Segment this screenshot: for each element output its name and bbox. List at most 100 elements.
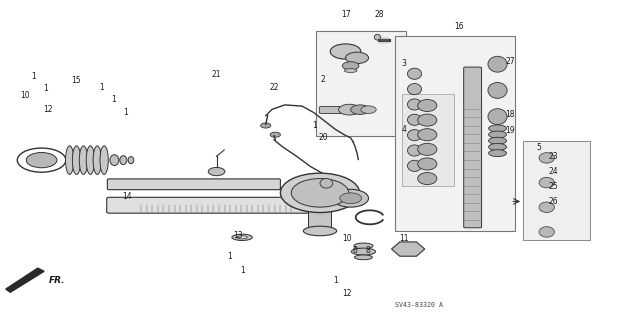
Ellipse shape [488,109,507,124]
Ellipse shape [408,99,422,110]
FancyBboxPatch shape [108,179,280,190]
Text: 1: 1 [240,265,244,275]
Text: 12: 12 [44,105,52,114]
Ellipse shape [351,248,376,255]
Ellipse shape [488,131,506,138]
Ellipse shape [539,202,554,212]
Text: 1: 1 [111,95,115,104]
Circle shape [351,105,370,115]
Circle shape [346,52,369,63]
Text: 7: 7 [362,196,367,205]
Text: 23: 23 [548,152,558,161]
Text: 24: 24 [548,167,558,176]
Ellipse shape [418,158,437,170]
Ellipse shape [488,150,506,157]
FancyBboxPatch shape [319,107,344,114]
Ellipse shape [232,234,252,241]
Ellipse shape [320,179,333,188]
Ellipse shape [408,114,422,125]
Circle shape [361,106,376,114]
Text: 9: 9 [342,177,347,186]
Ellipse shape [354,243,373,249]
FancyBboxPatch shape [523,141,590,240]
Circle shape [291,179,349,207]
Ellipse shape [418,114,437,126]
Ellipse shape [374,34,381,40]
Ellipse shape [344,69,357,72]
Text: SV43-83320 A: SV43-83320 A [396,302,444,308]
Text: 16: 16 [454,22,464,31]
Ellipse shape [418,100,437,112]
Text: 1: 1 [31,72,36,81]
Ellipse shape [488,144,506,151]
Polygon shape [6,268,44,292]
Text: 15: 15 [71,76,81,85]
Text: 26: 26 [548,197,558,206]
Ellipse shape [408,84,422,95]
Ellipse shape [418,129,437,141]
FancyBboxPatch shape [402,94,454,187]
Text: 1: 1 [333,276,339,285]
FancyBboxPatch shape [107,197,329,213]
Ellipse shape [303,226,337,236]
Ellipse shape [408,160,422,171]
Circle shape [339,104,360,115]
Text: 8: 8 [365,247,371,256]
Ellipse shape [72,146,81,174]
Ellipse shape [93,146,101,174]
Ellipse shape [408,130,422,141]
FancyBboxPatch shape [308,192,332,232]
Ellipse shape [110,155,119,166]
Ellipse shape [100,146,108,174]
FancyBboxPatch shape [464,67,481,228]
Circle shape [342,62,359,70]
Circle shape [330,44,361,59]
Ellipse shape [237,236,247,239]
Circle shape [340,193,362,204]
Text: 11: 11 [399,234,409,243]
Ellipse shape [128,157,134,164]
Ellipse shape [79,146,88,174]
Text: 1: 1 [99,83,104,92]
Ellipse shape [488,125,506,132]
Circle shape [280,173,360,212]
Text: FR.: FR. [49,276,66,285]
Text: 21: 21 [212,70,221,79]
Text: 10: 10 [20,91,30,100]
Text: 10: 10 [342,234,351,243]
Text: 2: 2 [321,75,326,84]
Text: 27: 27 [506,57,515,66]
Circle shape [270,132,280,137]
Text: 4: 4 [402,125,407,134]
Text: 17: 17 [340,10,350,19]
Ellipse shape [488,137,506,144]
Ellipse shape [65,146,74,174]
Text: 19: 19 [506,126,515,135]
Circle shape [208,167,225,176]
Ellipse shape [488,56,507,72]
Ellipse shape [120,156,127,165]
Text: 6: 6 [353,247,358,256]
Ellipse shape [418,173,437,185]
Ellipse shape [539,227,554,237]
Text: 28: 28 [374,10,383,19]
Text: 1: 1 [123,108,127,117]
Polygon shape [392,242,425,256]
Text: 14: 14 [122,192,132,202]
Ellipse shape [408,145,422,156]
Ellipse shape [539,153,554,163]
Ellipse shape [408,68,422,79]
Ellipse shape [355,255,372,260]
Text: 22: 22 [269,83,279,92]
Ellipse shape [86,146,95,174]
Circle shape [260,123,271,128]
FancyBboxPatch shape [316,31,406,136]
Text: 3: 3 [402,59,407,68]
Text: 13: 13 [234,231,243,240]
Ellipse shape [488,83,507,98]
Text: 5: 5 [536,143,541,152]
Ellipse shape [539,177,554,188]
FancyBboxPatch shape [396,36,515,231]
Text: 18: 18 [506,110,515,119]
Text: 1: 1 [43,85,48,93]
